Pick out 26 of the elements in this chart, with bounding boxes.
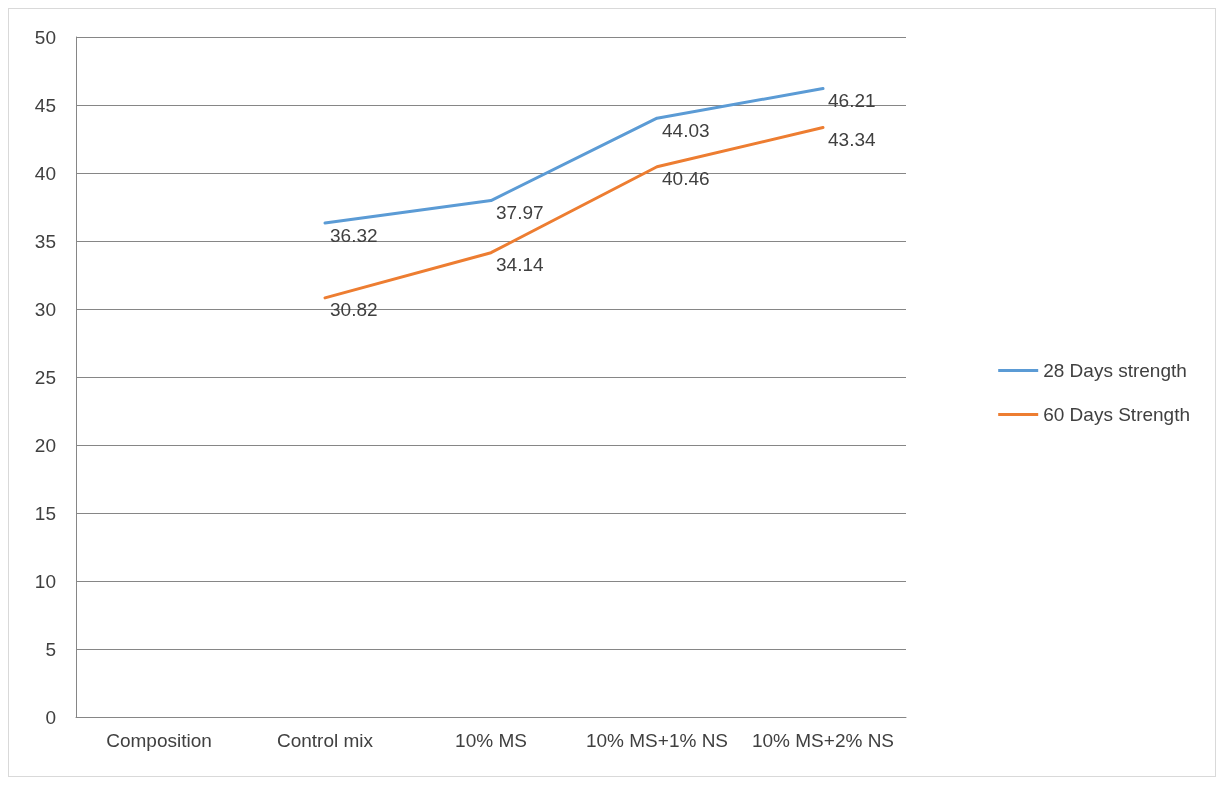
y-tick-label: 5 <box>45 638 56 660</box>
y-tick-label: 20 <box>34 434 56 456</box>
y-tick-label: 30 <box>34 298 56 320</box>
x-tick-label: 10% MS+1% NS <box>585 730 729 751</box>
line-series <box>323 126 825 300</box>
data-label: 40.46 <box>662 168 710 190</box>
data-label: 44.03 <box>662 119 710 141</box>
y-tick-label: 15 <box>34 502 56 524</box>
data-label: 36.32 <box>330 224 378 246</box>
data-label: 43.34 <box>828 129 876 151</box>
legend-label: 28 Days strength <box>1043 360 1187 381</box>
y-tick-label: 0 <box>45 706 56 728</box>
y-tick-label: 40 <box>34 162 56 184</box>
y-tick-label: 50 <box>34 26 56 48</box>
data-label: 37.97 <box>496 202 544 224</box>
x-tick-label: 10% MS+2% NS <box>751 730 895 751</box>
y-tick-label: 25 <box>34 366 56 388</box>
x-tick-label: Composition <box>106 730 212 751</box>
x-tick-label: 10% MS <box>455 730 527 751</box>
line-series <box>323 87 825 225</box>
legend-label: 60 Days Strength <box>1043 404 1191 425</box>
y-tick-label: 10 <box>34 570 56 592</box>
x-tick-label: Control mix <box>276 730 374 751</box>
y-tick-label: 35 <box>34 230 56 252</box>
y-tick-label: 45 <box>34 94 56 116</box>
data-label: 34.14 <box>496 254 544 276</box>
